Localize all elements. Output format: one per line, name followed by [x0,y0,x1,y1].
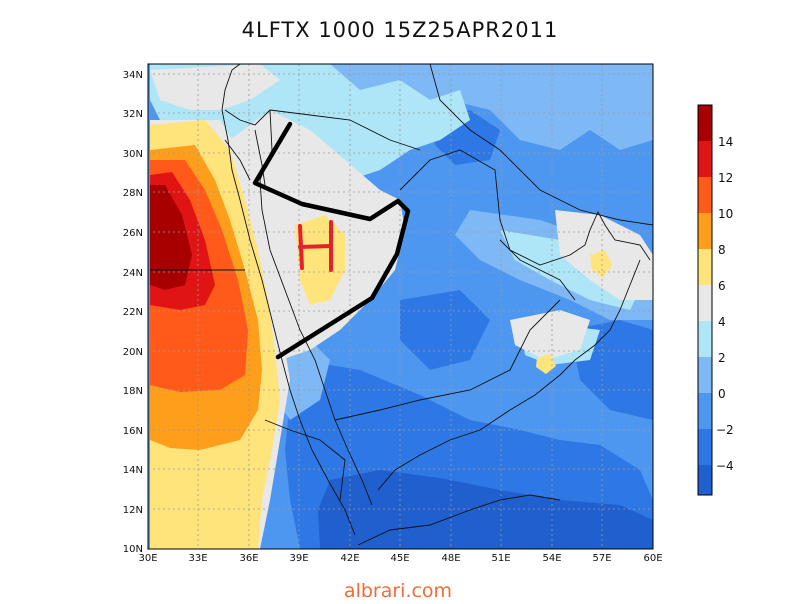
colorbar-bin [698,429,712,465]
colorbar-label: 0 [718,387,726,401]
red-sea-west-coast [221,109,356,536]
colorbar-label: 14 [718,135,733,149]
lon-label: 33E [188,553,207,564]
sinai [224,109,271,126]
lon-label: 39E [289,553,308,564]
lat-label: 22N [123,307,143,318]
colorbar-label: 6 [718,279,726,293]
region-4-6-north [150,64,280,110]
region-4-6-southeast [510,310,590,360]
border-saudi-north [269,109,421,151]
border-ethiopia [264,419,346,501]
colorbar-bin [698,357,712,393]
lat-label: 30N [123,149,143,160]
lat-label: 20N [123,347,143,358]
levant-coast [221,64,241,111]
colorbar-label: −2 [716,423,734,437]
lon-label: 42E [340,553,359,564]
colorbar-bin [698,465,712,495]
colorbar-label: 10 [718,207,733,221]
lon-label: 36E [239,553,258,564]
region-6-8-oman [536,354,556,374]
lat-label: 12N [123,505,143,516]
lat-label: 26N [123,228,143,239]
region-lt-m4-south [318,470,653,549]
region-0-2-north [260,64,653,150]
colorbar-label: −4 [716,459,734,473]
lat-label: 10N [123,544,143,555]
map-frame [147,63,654,550]
colorbar-label: 12 [718,171,733,185]
lon-label: 54E [542,553,561,564]
colorbar-bin [698,393,712,429]
gulf-of-suez [224,139,251,181]
colorbar-bin [698,321,712,357]
longitude-axis: 30E 33E 36E 39E 42E 45E 48E 51E 54E 57E … [138,553,662,564]
colorbar-bin [698,213,712,249]
gulf-of-aqaba [254,129,266,186]
colorbar-bin [698,285,712,321]
colorbar-bin [698,105,712,141]
lon-label: 48E [441,553,460,564]
arabian-gulf-coast [399,149,651,266]
lon-label: 57E [592,553,611,564]
region-gt14-africa [150,185,192,290]
lat-label: 16N [123,426,143,437]
colorbar-bin [698,177,712,213]
colorbar-label: 2 [718,351,726,365]
high-pressure-marker [298,220,333,272]
colorbar-bin [698,141,712,177]
high-pressure-label: H [0,0,1,1]
coastlines-borders [150,64,653,546]
lon-label: 51E [491,553,510,564]
lon-label: 45E [390,553,409,564]
watermark: albrari.com [343,580,453,602]
graticule [148,64,653,549]
colorbar: 14 12 10 8 6 4 2 0 −2 −4 [697,104,734,496]
lat-label: 24N [123,268,143,279]
border-saudi-yemen [334,299,561,421]
region-6-8-uae [590,250,612,278]
colorbar-label: 4 [718,315,726,329]
gulf-of-aden-coast [357,494,561,546]
lon-label: 30E [138,553,157,564]
oman-coast [377,259,641,491]
chart-title: 4LFTX 1000 15Z25APR2011 [241,18,559,42]
latitude-axis: 10N 12N 14N 16N 18N 20N 22N 24N 26N 28N … [123,70,143,555]
map-plot-area: H [0,0,653,549]
lat-label: 32N [123,109,143,120]
lat-label: 18N [123,386,143,397]
lat-label: 34N [123,70,143,81]
iran-coast [429,64,653,226]
colorbar-bin [698,249,712,285]
lat-label: 14N [123,465,143,476]
trough-line [252,121,411,360]
colorbar-frame [697,104,713,496]
border-qatar-uae [499,239,576,301]
lon-label: 60E [643,553,662,564]
lat-label: 28N [123,188,143,199]
red-sea-east-coast [259,109,373,506]
region-m4-m2-mid [400,290,490,370]
colorbar-label: 8 [718,243,726,257]
